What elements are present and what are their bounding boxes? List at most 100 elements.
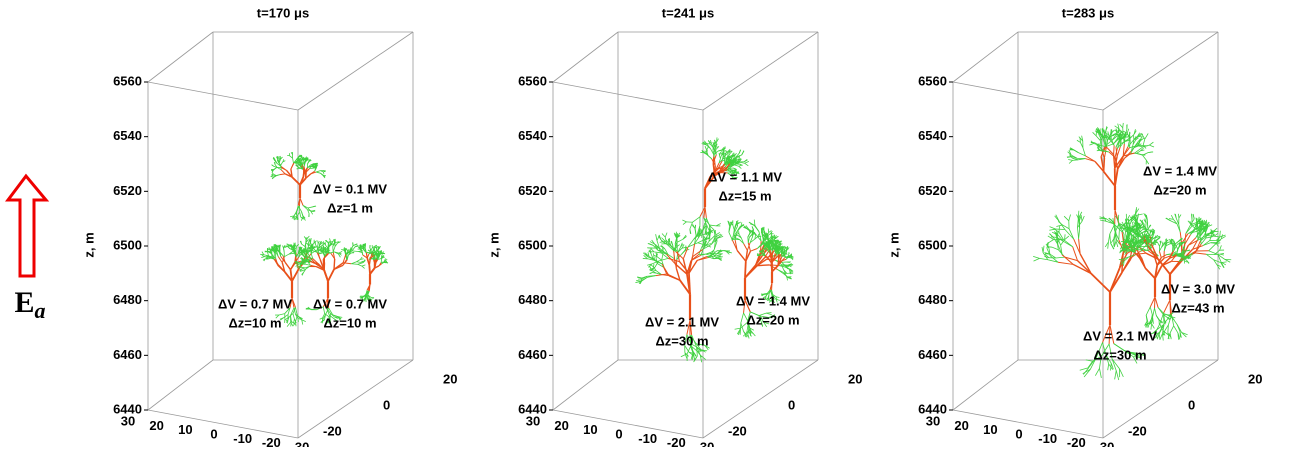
leader-branch: [1209, 244, 1216, 251]
x-tick-label: 30: [121, 413, 135, 428]
leader-branch: [1193, 214, 1194, 219]
x-tick-label: 10: [983, 422, 997, 437]
leader-branch: [1158, 243, 1160, 246]
leader-trunk: [780, 256, 781, 260]
z-tick-label: 6480: [113, 292, 142, 307]
leader-branch: [364, 244, 365, 246]
z-tick-label: 6520: [518, 183, 547, 198]
leader-branch: [1043, 246, 1044, 253]
leader-branch: [358, 263, 363, 265]
field-label: Ea: [14, 286, 45, 323]
annotation-dv: ΔV = 1.4 MV: [736, 293, 810, 308]
z-axis-label: z, m: [886, 232, 901, 257]
leader-branch: [716, 256, 721, 257]
leader-branch: [695, 225, 696, 229]
leader-branch: [788, 257, 790, 258]
y-tick-label: -20: [323, 423, 342, 438]
leader-branch: [1214, 236, 1219, 237]
leader-branch: [1069, 215, 1071, 221]
leader-branch: [1148, 152, 1153, 153]
leader-branch: [652, 273, 656, 274]
leader-branch: [771, 243, 772, 246]
leader-trunk: [291, 163, 294, 169]
leader-branch: [745, 163, 749, 166]
x-tick-label: -20: [1067, 435, 1086, 447]
leader-trunk: [750, 249, 757, 252]
y-tick-label: 20: [443, 371, 457, 386]
x-tick-label: 0: [615, 426, 622, 441]
leader-trunk: [1159, 251, 1161, 257]
leader-branch: [1034, 258, 1040, 261]
leader-trunk: [299, 198, 300, 206]
leader-branch: [1186, 250, 1190, 251]
leader-branch: [362, 251, 363, 255]
leader-branch: [1119, 369, 1123, 377]
annotation-dz: Δz=10 m: [228, 315, 281, 330]
leader-branch: [665, 233, 667, 238]
leader-branch: [1064, 216, 1069, 221]
box-edge: [298, 32, 413, 110]
leader-branch: [351, 264, 357, 265]
leader-branch: [710, 225, 716, 226]
leader-branch: [302, 244, 305, 246]
leader-branch: [1164, 245, 1165, 250]
leader-branch: [1069, 229, 1074, 239]
leader-branch: [1065, 230, 1074, 240]
leader-branch: [1170, 326, 1174, 333]
panel: t=241 μsz, m6440646064806500652065406560…: [486, 5, 862, 447]
leader-trunk: [744, 244, 748, 251]
leader-branch: [763, 238, 764, 241]
box-edge: [148, 360, 213, 410]
leader-branch: [1101, 140, 1102, 148]
leader-trunk: [328, 269, 334, 281]
leader-branch: [1215, 254, 1220, 255]
leader-trunk: [689, 273, 690, 294]
annotation-dv: ΔV = 1.1 MV: [708, 169, 782, 184]
z-tick-label: 6540: [918, 128, 947, 143]
leader-branch: [300, 212, 301, 217]
box-edge: [1103, 32, 1218, 110]
leader-branch: [656, 234, 657, 240]
leader-branch: [1057, 236, 1058, 244]
leader-branch: [1175, 214, 1176, 218]
leader-branch: [1163, 243, 1165, 244]
x-tick-label: -10: [1038, 431, 1057, 446]
z-tick-label: 6560: [918, 73, 947, 88]
x-tick-label: -20: [667, 435, 686, 447]
box-edge: [953, 360, 1018, 410]
leader-branch: [1136, 214, 1143, 216]
leader-branch: [1124, 242, 1128, 243]
z-tick-label: 6500: [113, 237, 142, 252]
leader-trunk: [778, 259, 779, 265]
leader-branch: [308, 207, 313, 208]
leader-branch: [301, 247, 302, 250]
leader-branch: [719, 155, 720, 158]
leader-branch: [1136, 240, 1137, 243]
leader-branch: [742, 150, 744, 155]
y-tick-label: -20: [1128, 423, 1147, 438]
x-tick-label: -30: [291, 439, 310, 447]
leader-branch: [1168, 325, 1169, 333]
leader-branch: [290, 156, 293, 158]
field-label-sub: a: [35, 298, 46, 323]
y-tick-label: 0: [383, 397, 390, 412]
leader-branch: [347, 255, 348, 260]
leader-branch: [1049, 248, 1050, 255]
leader-trunk: [1104, 172, 1115, 186]
x-tick-label: -10: [233, 431, 252, 446]
leader-branch: [1158, 308, 1163, 314]
x-tick-label: 30: [526, 413, 540, 428]
y-tick-label: 20: [1248, 371, 1262, 386]
leader-branch: [682, 220, 686, 222]
leader-branch: [1160, 243, 1161, 246]
leader-branch: [339, 251, 342, 253]
z-tick-label: 6460: [113, 347, 142, 362]
z-tick-label: 6460: [918, 347, 947, 362]
leader-branch: [1145, 133, 1148, 139]
leader-branch: [1120, 124, 1123, 128]
leader-branch: [299, 269, 302, 270]
leader-branch: [741, 313, 744, 323]
leader-branch: [1186, 257, 1189, 258]
field-label-base: E: [14, 286, 34, 319]
x-tick-label: -10: [638, 431, 657, 446]
